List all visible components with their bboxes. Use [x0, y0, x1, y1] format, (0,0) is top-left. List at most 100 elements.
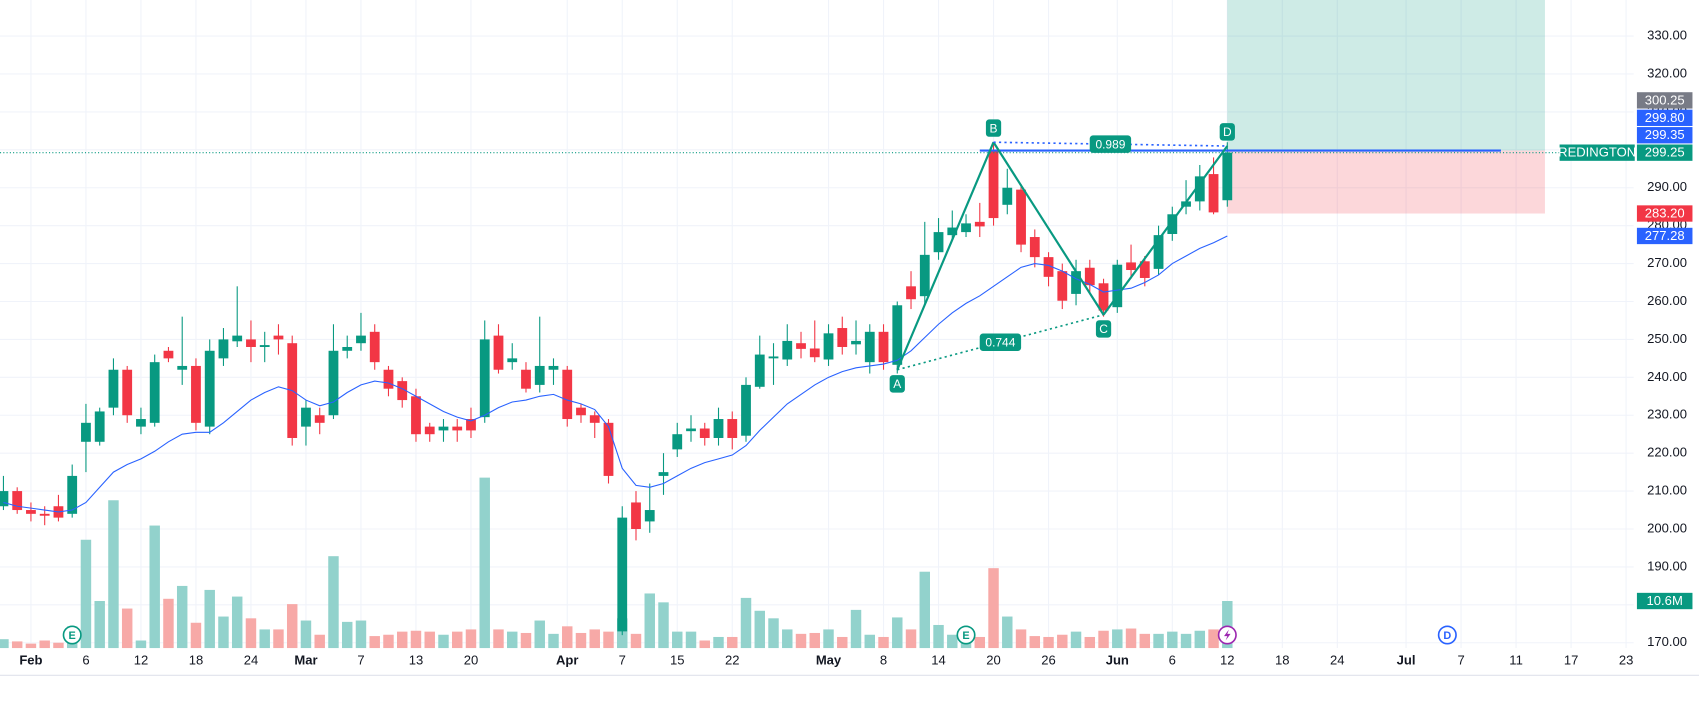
price-tags: 10.6M 277.28 283.20 299.25 REDINGTON 299.35 29… — [1558, 92, 1693, 610]
volume-bar — [795, 633, 807, 649]
volume-bar — [1167, 631, 1178, 649]
volume-bar — [0, 639, 9, 649]
candle-body — [411, 396, 421, 435]
x-tick-label: Mar — [294, 653, 317, 668]
volume-bar — [94, 601, 105, 649]
volume-bar — [809, 632, 820, 649]
candle-body — [823, 333, 834, 360]
y-tick-label: 250.00 — [1647, 331, 1687, 346]
volume-bar — [11, 641, 23, 649]
candle-body — [177, 365, 188, 370]
candle-body — [1126, 262, 1136, 271]
volume-bar — [424, 631, 435, 649]
event-label: D — [1443, 630, 1451, 642]
volume-bar — [438, 634, 449, 649]
pattern-leg — [1102, 145, 1229, 316]
volume-bar — [850, 609, 862, 649]
candle-body — [314, 415, 325, 423]
point-badge — [1219, 123, 1235, 141]
volume-bar — [369, 636, 380, 649]
x-tick-label: Jul — [1397, 653, 1416, 668]
candle-body — [1029, 237, 1040, 258]
x-tick-label: 14 — [931, 653, 946, 668]
volume-bar — [507, 631, 518, 649]
candle-body — [301, 407, 311, 427]
price-tag-label: 277.28 — [1645, 228, 1685, 243]
candle-body — [424, 426, 435, 435]
candle-body — [246, 339, 256, 347]
ratio-label: 0.989 — [1095, 137, 1125, 151]
candle-body — [466, 419, 476, 431]
volume-tag-label: 10.6M — [1647, 593, 1683, 608]
y-tick-label: 320.00 — [1647, 65, 1687, 80]
candle-body — [122, 369, 133, 416]
y-tick-label: 290.00 — [1647, 179, 1687, 194]
volume-bar — [699, 640, 710, 649]
volume-bar — [493, 629, 504, 649]
volume-bar — [919, 571, 931, 649]
candle-body — [1139, 261, 1150, 278]
x-tick-label: 15 — [670, 653, 685, 668]
price-tag — [1636, 109, 1693, 126]
candle-body — [149, 362, 160, 423]
candle-body — [851, 340, 861, 345]
volume-bar — [575, 632, 587, 649]
x-tick-label: 7 — [619, 653, 626, 668]
event-icon — [62, 625, 82, 645]
candle-body — [493, 335, 504, 370]
symbol-tag-label: REDINGTON — [1558, 145, 1636, 160]
volume-bar — [534, 620, 545, 649]
x-tick-label: May — [816, 653, 842, 668]
x-tick-label: 23 — [1619, 653, 1634, 668]
x-tick-label: 12 — [1220, 653, 1235, 668]
candle-body — [479, 339, 490, 418]
candle-body — [232, 335, 243, 342]
volume-bar — [520, 632, 532, 649]
candle-body — [631, 502, 641, 529]
volume-bar — [190, 622, 202, 649]
x-tick-label: 20 — [986, 653, 1001, 668]
volume-bar — [341, 621, 353, 649]
candle-body — [438, 426, 449, 431]
x-tick-label: 20 — [464, 653, 479, 668]
event-icon — [956, 625, 976, 645]
candle-body — [1112, 264, 1123, 308]
candle-body — [562, 369, 573, 420]
candle-body — [1098, 283, 1109, 311]
target-zone — [1227, 0, 1545, 151]
candle-body — [452, 426, 463, 431]
volume-bar — [465, 629, 477, 649]
volume-bar — [603, 631, 614, 649]
y-tick-label: 330.00 — [1647, 28, 1687, 43]
volume-bar — [562, 626, 573, 649]
candle-body — [1057, 271, 1068, 301]
volume-bar — [121, 608, 133, 649]
candle-body — [974, 221, 985, 227]
candle-body — [273, 335, 284, 340]
candle-body — [672, 434, 683, 450]
candle-body — [204, 350, 215, 427]
candle-body — [67, 475, 78, 514]
x-tick-label: 24 — [244, 653, 259, 668]
candle-body — [1153, 235, 1164, 269]
price-tag-label: 300.25 — [1645, 92, 1685, 107]
point-badge — [889, 375, 905, 393]
candle-body — [26, 510, 36, 514]
candle-body — [1071, 271, 1081, 294]
volume-bar — [1070, 631, 1082, 649]
symbol-tag — [1559, 144, 1635, 161]
point-label: B — [990, 121, 998, 135]
volume-bar — [1084, 636, 1096, 649]
x-tick-label: 26 — [1041, 653, 1056, 668]
price-tag-label: 283.20 — [1645, 206, 1685, 221]
event-label: E — [69, 630, 76, 642]
volume-bar — [383, 634, 394, 649]
candle-body — [768, 356, 779, 359]
ratio-badge — [979, 333, 1022, 351]
volume-bar — [286, 604, 298, 649]
volume-bar — [782, 629, 793, 649]
candle-body — [919, 254, 930, 297]
price-tag — [1636, 227, 1693, 245]
